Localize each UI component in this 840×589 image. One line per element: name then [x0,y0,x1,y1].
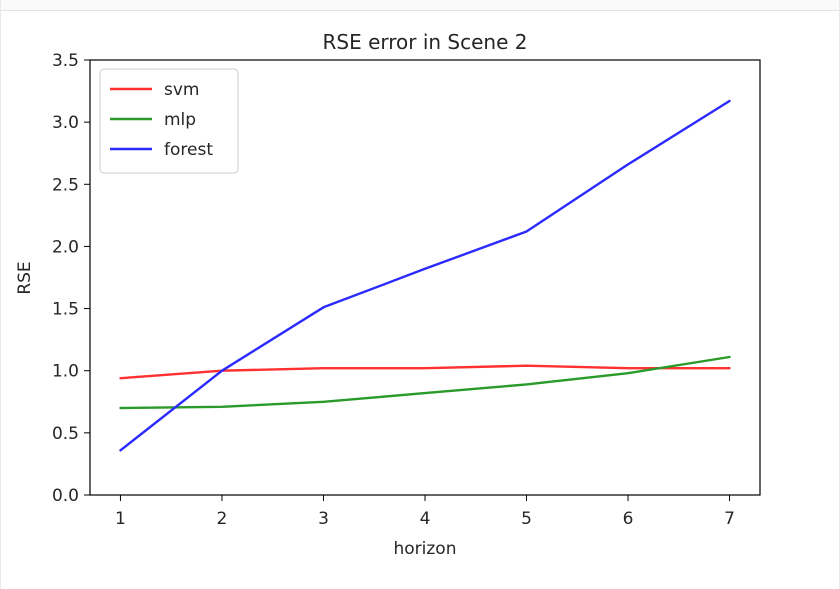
x-tick-label: 2 [217,509,228,529]
y-tick-label: 0.5 [52,424,79,444]
y-tick-label: 3.0 [52,113,79,133]
y-tick-label: 2.5 [52,175,79,195]
y-axis-ticks: 0.0 0.5 1.0 1.5 2.0 2.5 3.0 3.5 [52,51,90,506]
y-tick-label: 2.0 [52,237,79,257]
series-line-forest [119,99,731,452]
x-tick-label: 7 [724,509,735,529]
x-axis-ticks: 1 2 3 4 5 6 7 [115,495,735,529]
y-tick-label: 1.0 [52,362,79,382]
x-axis-label: horizon [394,539,457,559]
x-tick-label: 6 [623,509,634,529]
legend-label-mlp: mlp [164,110,196,130]
x-tick-label: 4 [420,509,431,529]
legend-label-forest: forest [164,140,213,160]
notebook-output-top-border [0,0,840,11]
notebook-output-left-border [0,0,1,589]
plot-area [119,99,731,452]
y-tick-label: 0.0 [52,486,79,506]
x-tick-label: 5 [521,509,532,529]
x-tick-label: 1 [115,509,126,529]
chart-title: RSE error in Scene 2 [322,30,527,54]
series-line-mlp [119,355,731,410]
legend-box [99,68,239,174]
y-tick-label: 3.5 [52,51,79,71]
legend-label-svm: svm [164,80,199,100]
y-tick-label: 1.5 [52,300,79,320]
legend: svm mlp forest [99,68,239,174]
y-axis-label: RSE [15,261,35,294]
x-tick-label: 3 [318,509,329,529]
